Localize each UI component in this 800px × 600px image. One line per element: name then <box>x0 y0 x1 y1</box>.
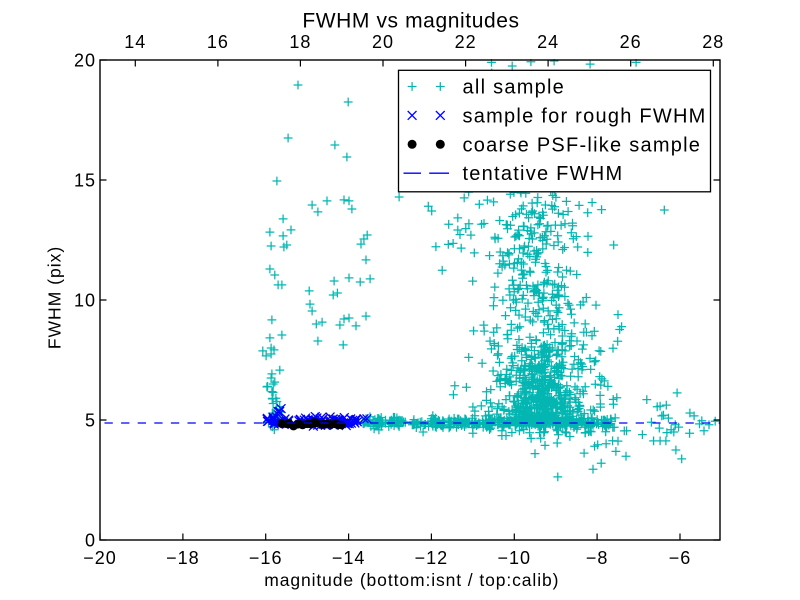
svg-text:20: 20 <box>74 50 96 70</box>
svg-text:14: 14 <box>124 32 146 52</box>
svg-text:magnitude (bottom:isnt / top:c: magnitude (bottom:isnt / top:calib) <box>264 570 559 590</box>
svg-text:−12: −12 <box>415 548 449 568</box>
svg-text:16: 16 <box>207 32 229 52</box>
svg-text:FWHM (pix): FWHM (pix) <box>45 246 65 349</box>
svg-text:−10: −10 <box>498 548 532 568</box>
svg-text:24: 24 <box>537 32 559 52</box>
svg-text:−20: −20 <box>83 548 117 568</box>
svg-text:20: 20 <box>372 32 394 52</box>
svg-text:22: 22 <box>455 32 477 52</box>
svg-text:26: 26 <box>620 32 642 52</box>
svg-text:FWHM vs magnitudes: FWHM vs magnitudes <box>302 10 519 33</box>
svg-text:28: 28 <box>702 32 724 52</box>
svg-text:15: 15 <box>74 170 96 190</box>
svg-text:−14: −14 <box>332 548 366 568</box>
svg-text:5: 5 <box>85 410 96 430</box>
svg-text:sample for rough FWHM: sample for rough FWHM <box>463 105 707 127</box>
svg-text:18: 18 <box>289 32 311 52</box>
svg-text:coarse PSF-like sample: coarse PSF-like sample <box>463 134 702 156</box>
svg-text:−6: −6 <box>669 548 692 568</box>
svg-text:−8: −8 <box>586 548 609 568</box>
svg-text:−18: −18 <box>166 548 200 568</box>
svg-text:all sample: all sample <box>463 77 566 99</box>
svg-text:0: 0 <box>85 530 96 550</box>
svg-text:tentative FWHM: tentative FWHM <box>463 163 624 185</box>
svg-text:−16: −16 <box>249 548 283 568</box>
svg-text:10: 10 <box>74 290 96 310</box>
